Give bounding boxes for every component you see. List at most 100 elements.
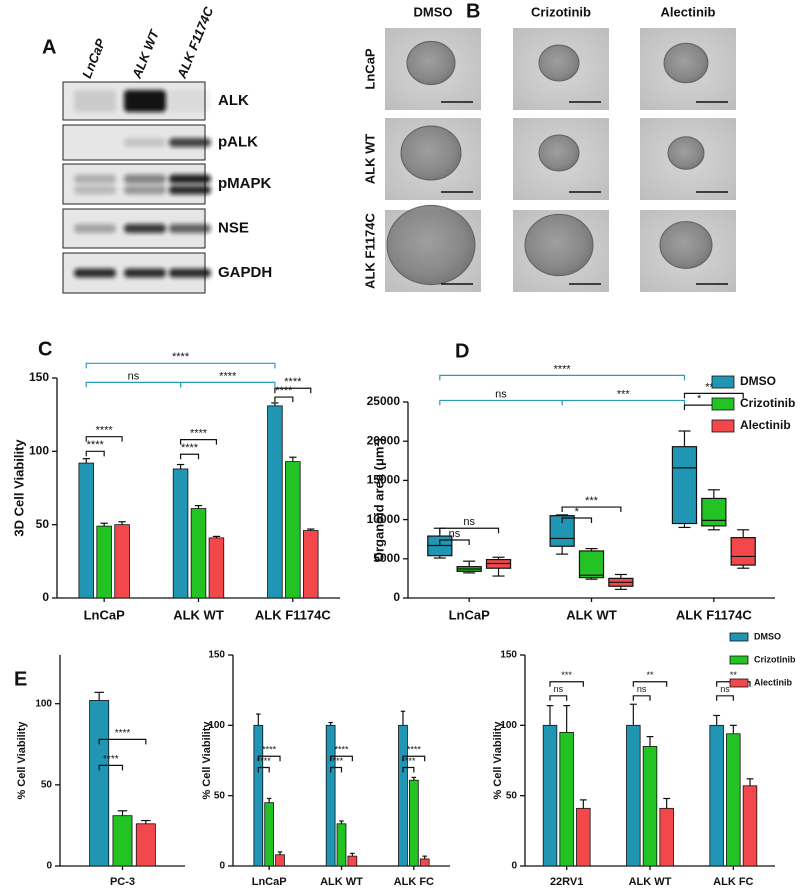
significance-bracket: [683, 404, 715, 411]
y-tick-label: 100: [35, 698, 52, 709]
protein-label: NSE: [218, 219, 249, 236]
significance-label: ***: [561, 670, 572, 680]
y-axis-label: % Cell Viability: [201, 721, 213, 800]
panel-letter: B: [466, 0, 480, 22]
lane-label: ALK F1174C: [174, 4, 217, 81]
bar: [285, 461, 301, 599]
x-tick-label: LnCaP: [449, 607, 491, 622]
blot-band: [169, 224, 211, 233]
y-tick-label: 100: [208, 720, 225, 731]
significance-label: ****: [103, 754, 119, 765]
blot-band: [124, 224, 166, 233]
y-tick-label: 150: [208, 650, 225, 661]
treatment-label: Alectinib: [661, 4, 716, 19]
significance-label: ****: [172, 351, 190, 363]
legend-label: Crizotinib: [740, 396, 795, 410]
organoid: [406, 40, 456, 86]
significance-label: **: [646, 670, 654, 680]
bar: [78, 462, 94, 599]
bar: [96, 525, 112, 599]
bar: [303, 530, 319, 599]
blot-band: [169, 138, 211, 147]
organoid: [538, 134, 580, 172]
significance-bracket: [330, 766, 343, 773]
y-tick-label: 0: [46, 861, 52, 872]
y-axis-label: % Cell Viability: [16, 721, 28, 800]
blot-band: [124, 138, 166, 147]
y-tick-label: 100: [29, 444, 49, 458]
significance-label: ****: [284, 376, 302, 388]
significance-bracket: [549, 695, 568, 701]
blot-band: [74, 224, 116, 233]
blot-band: [124, 185, 166, 195]
significance-bracket: [402, 755, 426, 762]
lane-label: LnCaP: [79, 36, 108, 80]
blot-band: [74, 185, 116, 195]
y-axis-label: Organoid area (μm²): [371, 438, 386, 562]
x-tick-label: ALK FC: [713, 876, 753, 888]
blot-band: [74, 174, 116, 184]
bar: [576, 807, 591, 867]
x-tick-label: ALK F1174C: [255, 607, 331, 622]
significance-bracket: [439, 539, 470, 545]
legend-label: Crizotinib: [754, 654, 796, 664]
significance-bracket: [330, 755, 353, 762]
significance-label: ****: [407, 745, 422, 755]
significance-bracket: [632, 695, 651, 701]
blot-band: [124, 90, 166, 112]
significance-label: ns: [720, 684, 730, 694]
treatment-label: DMSO: [414, 4, 453, 19]
legend-label: Alectinib: [754, 677, 793, 687]
blot-band: [169, 268, 211, 278]
organoid: [663, 42, 709, 84]
significance-label: ns: [449, 528, 461, 540]
significance-label: ****: [96, 425, 114, 437]
significance-bracket: [561, 399, 686, 406]
bar: [208, 537, 225, 599]
significance-bracket: [439, 374, 686, 381]
bar: [542, 724, 558, 867]
significance-label: ns: [495, 388, 507, 400]
x-tick-label: ALK WT: [173, 607, 224, 622]
significance-bracket: [85, 450, 105, 457]
significance-bracket: [549, 681, 584, 687]
y-tick-label: 150: [500, 650, 517, 661]
blot-band: [124, 268, 166, 278]
significance-label: ****: [329, 756, 344, 766]
protein-label: pALK: [218, 133, 258, 150]
significance-bracket: [179, 439, 218, 445]
legend-label: DMSO: [754, 631, 781, 641]
box: [701, 497, 727, 527]
bar: [419, 858, 430, 867]
y-tick-label: 0: [511, 861, 517, 872]
bar: [275, 854, 285, 867]
significance-bracket: [257, 766, 270, 773]
organoid: [400, 125, 462, 181]
significance-label: ****: [190, 428, 208, 440]
y-tick-label: 150: [29, 370, 49, 384]
x-tick-label: LnCaP: [84, 607, 126, 622]
significance-label: ****: [257, 756, 272, 766]
y-tick-label: 50: [214, 790, 226, 801]
significance-bracket: [98, 738, 147, 745]
x-tick-label: ALK WT: [566, 607, 617, 622]
significance-label: ns: [554, 684, 564, 694]
legend-swatch: [711, 419, 735, 433]
panel-letter: A: [42, 36, 56, 58]
panel-letter: C: [38, 338, 52, 360]
significance-bracket: [402, 766, 415, 773]
x-tick-label: 22RV1: [550, 876, 583, 888]
legend-swatch: [729, 632, 749, 642]
bar: [709, 724, 724, 867]
significance-bracket: [274, 396, 294, 403]
bar: [347, 855, 358, 867]
significance-bracket: [85, 362, 276, 369]
significance-bracket: [439, 399, 563, 406]
significance-bracket: [257, 755, 281, 762]
significance-label: ****: [401, 756, 416, 766]
blot-band: [74, 90, 116, 112]
bar: [726, 733, 741, 867]
significance-bracket: [85, 381, 182, 388]
blot-band: [124, 174, 166, 184]
